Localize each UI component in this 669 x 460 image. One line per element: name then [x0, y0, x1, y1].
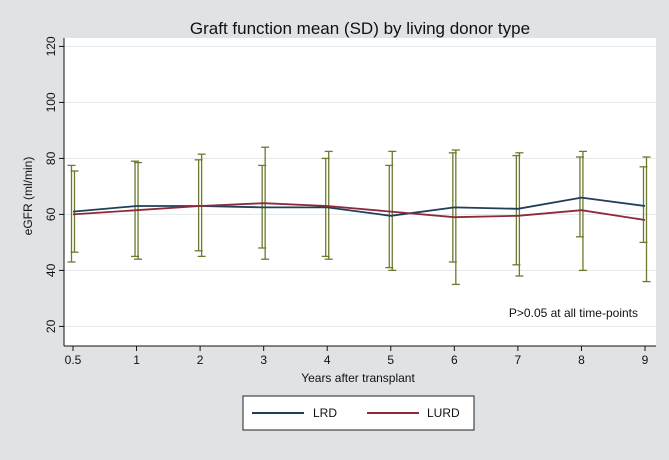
- plot-area: [64, 38, 656, 346]
- grid-layer: [64, 45, 656, 327]
- y-tick-label-40: 40: [44, 263, 58, 277]
- x-axis-label: Years after transplant: [301, 371, 415, 385]
- series-line-lurd: [72, 202, 646, 221]
- legend: LRD LURD: [242, 395, 475, 431]
- x-tick-label-9: 9: [642, 353, 649, 367]
- legend-label-lurd: LURD: [427, 406, 460, 420]
- x-tick-label-4: 4: [324, 353, 331, 367]
- y-tick-label-100: 100: [44, 92, 58, 112]
- y-tick-label-120: 120: [44, 36, 58, 56]
- series-line-lrd: [72, 196, 646, 217]
- y-tick-label-20: 20: [44, 319, 58, 333]
- x-tick-label-1: 1: [133, 353, 140, 367]
- series-lines: [72, 196, 646, 221]
- y-tick-label-80: 80: [44, 151, 58, 165]
- x-tick-label-8: 8: [578, 353, 585, 367]
- axes-layer: 20 40 60 80 100 120 0.5 1 2 3 4 5 6 7 8 9: [44, 36, 656, 367]
- x-tick-label-0: 0.5: [65, 353, 82, 367]
- x-tick-label-6: 6: [451, 353, 458, 367]
- y-axis-label: eGFR (ml/min): [21, 157, 35, 236]
- chart-title: Graft function mean (SD) by living donor…: [190, 19, 530, 38]
- x-tick-label-5: 5: [387, 353, 394, 367]
- legend-label-lrd: LRD: [313, 406, 337, 420]
- y-tick-label-60: 60: [44, 207, 58, 221]
- x-tick-label-7: 7: [515, 353, 522, 367]
- x-tick-label-3: 3: [260, 353, 267, 367]
- annotation-text: P>0.05 at all time-points: [509, 306, 638, 320]
- x-tick-label-2: 2: [197, 353, 204, 367]
